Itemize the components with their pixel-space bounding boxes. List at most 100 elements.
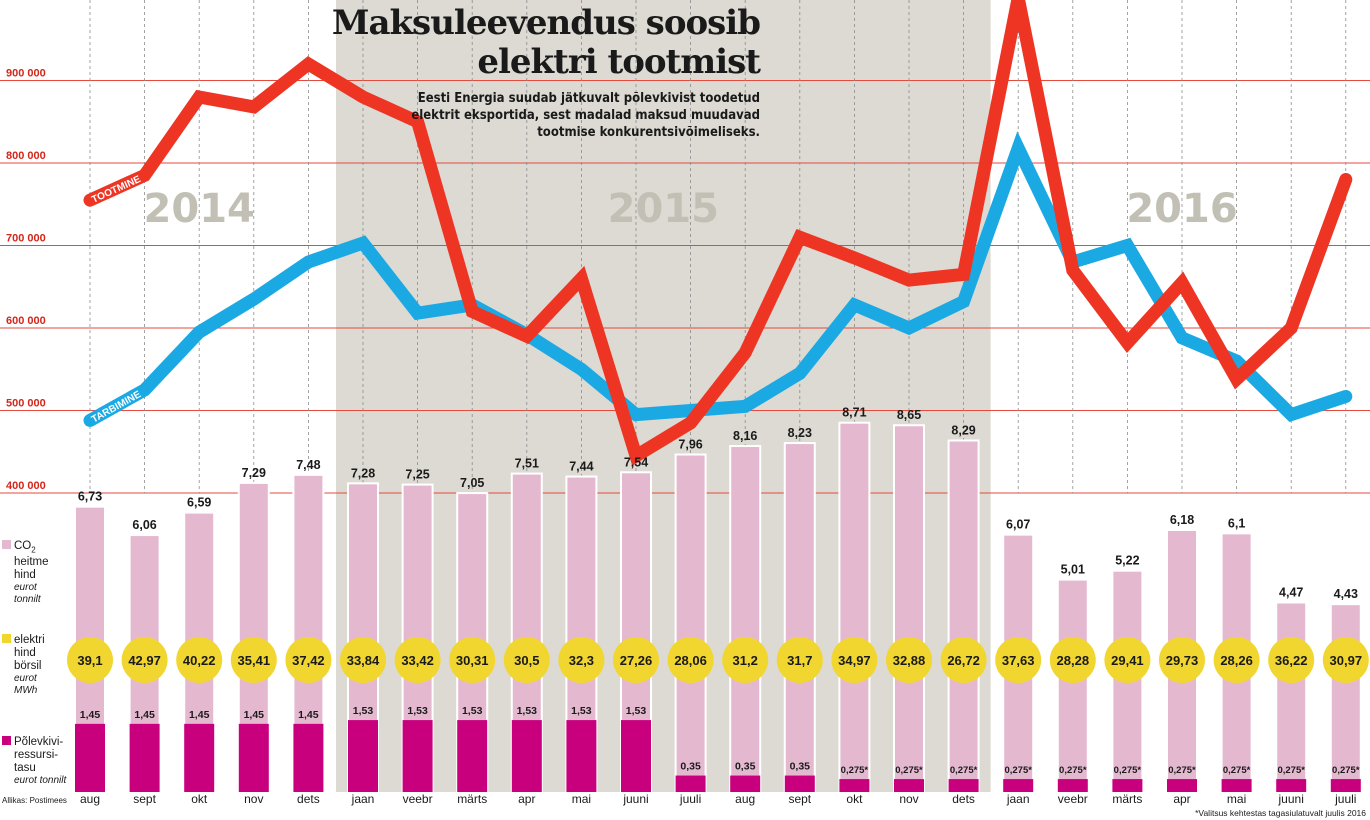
x-tick-label: jaan [351, 792, 375, 806]
co2-value-label: 8,65 [897, 408, 921, 422]
x-tick-label: aug [80, 792, 100, 806]
fee-bar [129, 723, 160, 792]
x-tick-label: apr [1173, 792, 1190, 806]
legend-fee-unit: eurot tonnilt [14, 775, 67, 786]
x-tick-label: juuli [679, 792, 701, 806]
fee-value-label: 1,53 [407, 705, 428, 717]
price-value-label: 28,28 [1057, 653, 1090, 668]
co2-bar [838, 421, 871, 793]
fee-bar [675, 775, 706, 792]
price-value-label: 30,31 [456, 653, 489, 668]
fee-bar [1167, 779, 1197, 792]
co2-value-label: 7,96 [678, 437, 702, 451]
oil-shale-fee-bars: 1,45 1,45 1,45 1,45 1,45 1,53 1,53 1,53 1,53 1,53… [75, 705, 1361, 792]
price-value-label: 31,2 [733, 653, 758, 668]
price-value-label: 32,88 [893, 653, 926, 668]
fee-bar [1112, 779, 1143, 792]
legend-electricity: elektri hind börsil eurot MWh [2, 634, 45, 697]
legend-co2-unit1: eurot [14, 582, 37, 594]
fee-bar [784, 775, 815, 792]
legend-co2-label: CO2 [14, 540, 36, 555]
fee-bar [1330, 779, 1361, 792]
year-labels: 2014 2015 2016 [144, 186, 1238, 232]
year-label: 2016 [1126, 186, 1237, 232]
fee-bar [402, 720, 433, 792]
x-tick-label: veebr [1058, 792, 1088, 806]
price-circle [995, 637, 1042, 683]
fee-bar [293, 723, 324, 792]
price-circle [1268, 637, 1315, 683]
legend-fee-label: Põlevkivi- [14, 736, 64, 748]
price-circle [176, 637, 223, 683]
x-tick-label: veebr [403, 792, 433, 806]
fee-value-label: 1,53 [626, 705, 647, 717]
price-circle [1322, 637, 1369, 683]
chart-title: Maksuleevendus soosib elektri tootmist [331, 3, 761, 82]
price-circle [776, 637, 823, 683]
y-tick-label: 400 000 [6, 480, 46, 492]
co2-value-label: 4,43 [1334, 587, 1358, 601]
year-label: 2015 [608, 186, 719, 232]
legend-co2-unit2: tonnilt [14, 594, 41, 606]
line-consumption [83, 131, 1353, 427]
y-tick-label: 600 000 [6, 315, 46, 327]
co2-value-label: 6,07 [1006, 518, 1030, 532]
co2-bar [1056, 578, 1089, 793]
price-circle [667, 637, 714, 683]
fee-bar [621, 720, 651, 792]
fee-value-label: 1,45 [298, 709, 319, 721]
x-tick-label: märts [1112, 792, 1142, 806]
fee-bar [894, 779, 924, 792]
fee-value-label: 0,275* [950, 765, 978, 776]
fee-bar [1003, 779, 1034, 792]
price-circle [1213, 637, 1260, 683]
x-tick-label: märts [457, 792, 487, 806]
price-value-label: 37,63 [1002, 653, 1035, 668]
price-circle [886, 637, 932, 683]
x-tick-label: dets [952, 792, 975, 806]
y-tick-label: 800 000 [6, 150, 46, 162]
x-axis-month-labels: aug sept okt nov dets jaan veebr märts apr mai juu… [80, 792, 1356, 806]
price-value-label: 32,3 [569, 653, 594, 668]
x-tick-label: juuni [1278, 792, 1304, 806]
fee-value-label: 0,275* [1114, 765, 1142, 776]
price-circle [285, 637, 332, 683]
fee-value-label: 0,275* [1059, 765, 1087, 776]
series-label-consumption: TARBIMINE [90, 389, 143, 426]
fee-value-label: 0,275* [1332, 765, 1360, 776]
legend-co2: CO2 heitme hind eurot tonnilt [2, 540, 49, 606]
price-circle [613, 637, 659, 683]
legend-elec-unit2: MWh [14, 685, 38, 696]
fee-bar [566, 720, 597, 792]
line-production [83, 0, 1353, 466]
x-tick-label: sept [133, 792, 156, 806]
price-value-label: 37,42 [292, 653, 325, 668]
co2-value-label: 6,18 [1170, 513, 1194, 527]
fee-bar [184, 723, 215, 792]
price-value-label: 27,26 [620, 653, 653, 668]
legend-elec-swatch [2, 634, 11, 643]
fee-bar [1221, 779, 1252, 792]
legend-oil-shale-fee: Põlevkivi- ressursi- tasu eurot tonnilt [2, 736, 66, 787]
price-circle [340, 637, 386, 683]
x-tick-label: jaan [1006, 792, 1030, 806]
chart-title-line1: Maksuleevendus soosib [331, 3, 761, 43]
fee-bar [511, 720, 542, 792]
co2-bar [947, 439, 980, 793]
co2-bar [783, 442, 816, 793]
fee-value-label: 0,275* [1277, 765, 1305, 776]
fee-value-label: 1,53 [571, 705, 592, 717]
legend-co2-label2: heitme [14, 556, 49, 569]
co2-bar [1329, 603, 1362, 794]
price-value-label: 34,97 [838, 653, 871, 668]
price-value-label: 30,97 [1330, 653, 1363, 668]
price-value-label: 29,73 [1166, 653, 1199, 668]
co2-value-label: 4,47 [1279, 585, 1303, 599]
co2-value-label: 7,44 [569, 460, 593, 474]
fee-value-label: 0,275* [895, 765, 923, 776]
co2-value-label: 7,54 [624, 455, 648, 469]
fee-value-label: 0,35 [680, 761, 701, 773]
co2-bar [893, 424, 925, 793]
co2-bar [1275, 601, 1308, 793]
price-value-label: 35,41 [238, 653, 271, 668]
